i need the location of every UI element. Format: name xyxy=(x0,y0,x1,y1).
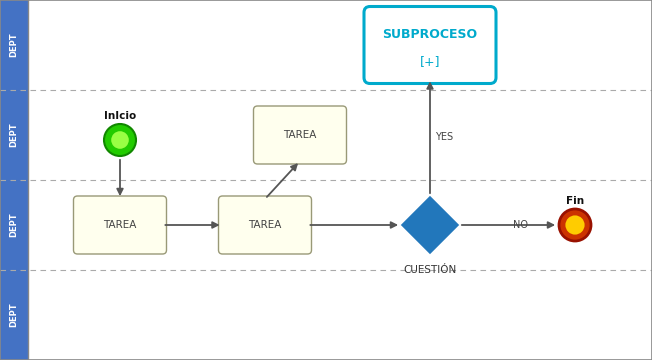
Text: TAREA: TAREA xyxy=(248,220,282,230)
Text: [+]: [+] xyxy=(420,55,440,68)
Text: TAREA: TAREA xyxy=(284,130,317,140)
Circle shape xyxy=(559,209,591,241)
Text: DEPT: DEPT xyxy=(10,33,18,57)
Text: DEPT: DEPT xyxy=(10,213,18,237)
Text: TAREA: TAREA xyxy=(103,220,137,230)
Circle shape xyxy=(104,124,136,156)
Text: SUBPROCESO: SUBPROCESO xyxy=(383,28,477,41)
FancyBboxPatch shape xyxy=(74,196,166,254)
FancyBboxPatch shape xyxy=(254,106,346,164)
Text: DEPT: DEPT xyxy=(10,123,18,147)
Text: YES: YES xyxy=(435,132,453,142)
Text: CUESTIÓN: CUESTIÓN xyxy=(404,265,456,275)
Polygon shape xyxy=(402,197,458,253)
Text: Fin: Fin xyxy=(566,196,584,206)
FancyBboxPatch shape xyxy=(218,196,312,254)
FancyBboxPatch shape xyxy=(364,6,496,84)
Text: NO: NO xyxy=(514,220,529,230)
Bar xyxy=(0,0,28,360)
Circle shape xyxy=(565,215,585,235)
Text: InIcio: InIcio xyxy=(104,111,136,121)
Circle shape xyxy=(111,131,129,149)
Text: DEPT: DEPT xyxy=(10,303,18,327)
